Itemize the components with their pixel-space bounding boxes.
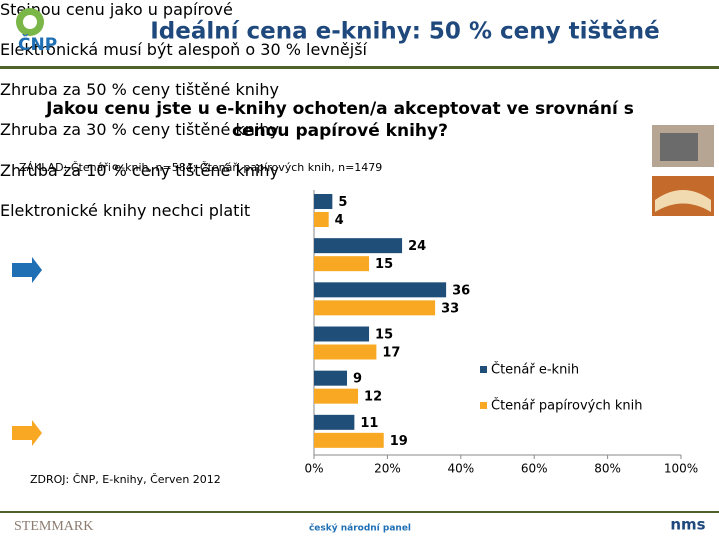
value-label: 5 xyxy=(338,195,347,210)
footer-logo: STEMMARK xyxy=(14,519,93,534)
value-label: 15 xyxy=(375,257,393,272)
x-tick-label: 0% xyxy=(304,462,323,476)
value-label: 17 xyxy=(382,346,400,361)
category-label: Zhruba za 30 % ceny tištěné knihy xyxy=(0,120,279,140)
bar xyxy=(314,344,377,360)
bar xyxy=(314,194,333,209)
footer-text: český národní panel xyxy=(309,523,411,534)
logo-icon xyxy=(23,15,37,29)
bar xyxy=(314,256,370,272)
source: ZDROJ: ČNP, E-knihy, Červen 2012 xyxy=(30,473,221,486)
value-label: 12 xyxy=(364,390,382,405)
legend-label: Čtenář e-knih xyxy=(491,362,579,378)
bar xyxy=(314,282,447,298)
bar xyxy=(314,414,355,430)
value-label: 4 xyxy=(335,213,344,228)
bar xyxy=(314,238,403,254)
value-label: 9 xyxy=(353,372,362,387)
legend-label: Čtenář papírových knih xyxy=(491,398,642,414)
category-label: Zhruba za 50 % ceny tištěné knihy xyxy=(0,80,279,100)
footer-line xyxy=(0,511,719,513)
x-tick-label: 40% xyxy=(447,462,474,476)
legend-swatch xyxy=(480,366,487,373)
category-label: Elektronická musí být alespoň o 30 % lev… xyxy=(0,40,367,60)
bar xyxy=(314,326,370,342)
bar xyxy=(314,432,384,448)
legend-swatch xyxy=(480,402,487,409)
x-tick-label: 80% xyxy=(594,462,621,476)
footer-logo: nms xyxy=(670,516,705,534)
bar xyxy=(314,388,359,404)
arrow xyxy=(12,257,42,283)
x-tick-label: 20% xyxy=(374,462,401,476)
value-label: 15 xyxy=(375,328,393,343)
slide-title: Ideální cena e-knihy: 50 % ceny tištěné xyxy=(150,19,660,45)
x-tick-label: 100% xyxy=(664,462,698,476)
value-label: 11 xyxy=(360,416,378,431)
category-label: Stejnou cenu jako u papírové xyxy=(0,0,233,19)
arrow xyxy=(12,420,42,446)
bar xyxy=(314,212,329,227)
x-tick-label: 60% xyxy=(521,462,548,476)
chart-title: Jakou cenu jste u e-knihy ochoten/a akce… xyxy=(46,99,634,141)
value-label: 33 xyxy=(441,301,459,316)
category-label: Zhruba za 10 % ceny tištěné knihy xyxy=(0,160,279,180)
picture xyxy=(655,190,711,212)
picture xyxy=(660,133,698,161)
basis: ZÁKLAD: Čtenáři e-knih, n=584; Čtenáři p… xyxy=(19,161,382,174)
value-label: 24 xyxy=(408,239,426,254)
category-label: Elektronické knihy nechci platit xyxy=(0,200,251,220)
logo-text: ČNP xyxy=(18,33,57,55)
header-line xyxy=(0,66,719,69)
value-label: 19 xyxy=(390,434,408,449)
bar xyxy=(314,370,348,386)
value-label: 36 xyxy=(452,283,470,298)
bar xyxy=(314,300,436,316)
